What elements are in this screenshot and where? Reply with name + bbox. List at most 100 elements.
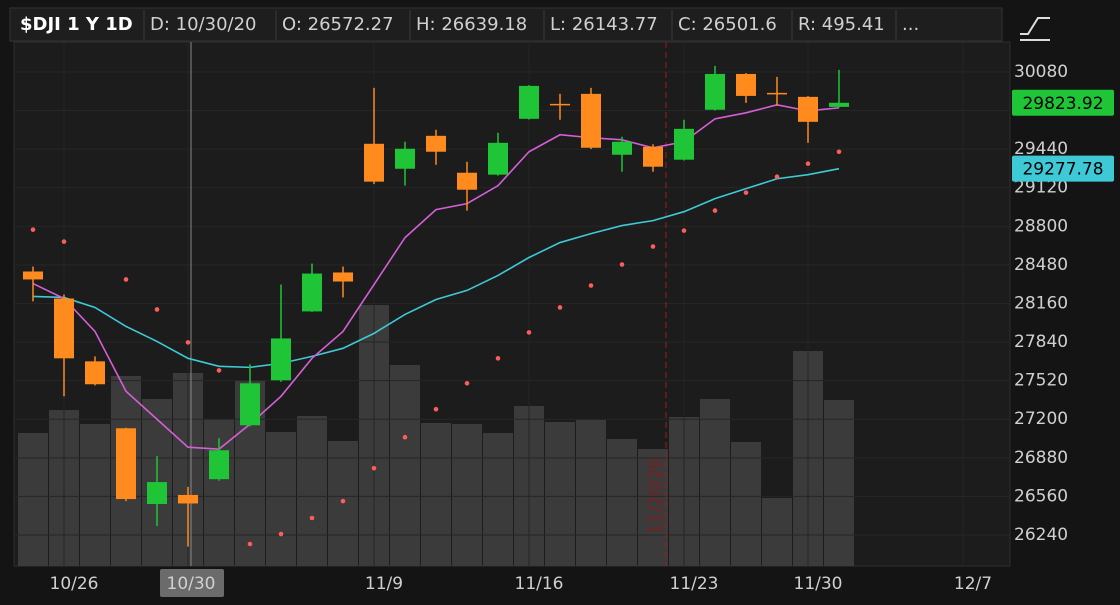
sar-dot	[216, 368, 222, 373]
candle-body	[798, 96, 818, 122]
sar-dot	[433, 406, 439, 412]
header-item: ...	[902, 14, 919, 35]
y-tick-label: 29120	[1014, 178, 1068, 198]
volume-layer	[18, 305, 854, 566]
volume-bar	[390, 365, 420, 566]
y-tick-label: 26880	[1014, 448, 1068, 468]
volume-bar	[731, 442, 761, 566]
candle-body	[23, 271, 43, 280]
sar-dot	[309, 515, 315, 521]
y-tick-label: 26240	[1014, 525, 1068, 545]
sar-dot	[588, 283, 594, 288]
sar-dot	[247, 541, 253, 547]
marker-label: 11/20/20	[646, 458, 666, 534]
candle-body	[147, 482, 167, 505]
x-tick-label: 11/16	[515, 574, 564, 594]
candle-body	[767, 92, 787, 95]
y-tick-label: 27840	[1014, 332, 1068, 352]
candle-body	[333, 272, 353, 282]
volume-bar	[545, 422, 575, 566]
candle-body	[643, 146, 663, 167]
candle-body	[457, 172, 477, 190]
candle-body	[302, 273, 322, 312]
candle-body	[488, 142, 508, 175]
average-price-tag-box	[1012, 155, 1114, 182]
sar-dot	[619, 262, 625, 267]
y-tick-label: 29440	[1014, 139, 1068, 159]
header-item: O: 26572.27	[282, 14, 394, 35]
sar-dot	[836, 149, 842, 155]
header-item: D: 10/30/20	[150, 14, 257, 35]
average-price-tag: 29277.78	[1022, 160, 1103, 180]
x-tick-label: 11/9	[365, 574, 403, 594]
y-tick-label: 27200	[1014, 409, 1068, 429]
volume-bar	[452, 424, 482, 566]
y-tick-label: 30080	[1014, 62, 1068, 82]
candle-body	[116, 428, 136, 500]
cursor-x-label: 10/30	[167, 574, 216, 594]
x-tick-label: 11/30	[794, 574, 843, 594]
volume-bar	[297, 416, 327, 566]
candle-body	[240, 383, 260, 426]
header-item: H: 26639.18	[416, 14, 527, 35]
chart-style-icon[interactable]	[1016, 10, 1052, 41]
candle-body	[612, 141, 632, 155]
sar-dot	[61, 239, 67, 244]
candle-body	[829, 102, 849, 107]
y-tick-label: 27520	[1014, 371, 1068, 391]
sar-dot	[681, 228, 687, 233]
volume-bar	[80, 424, 110, 566]
sar-dot	[805, 161, 811, 166]
header-item: R: 495.41	[798, 14, 885, 35]
candle-body	[54, 298, 74, 359]
candle-body	[426, 135, 446, 152]
chart-title: $DJI 1 Y 1D	[20, 14, 133, 35]
header-item: C: 26501.6	[678, 14, 777, 35]
candle-body	[674, 128, 694, 160]
candle-body	[178, 494, 198, 504]
y-tick-label: 28800	[1014, 216, 1068, 236]
sar-dot	[495, 356, 501, 361]
sar-dot	[278, 531, 284, 537]
header-item: L: 26143.77	[550, 14, 658, 35]
candle-body	[209, 450, 229, 480]
volume-bar	[18, 433, 48, 566]
y-tick-label: 28160	[1014, 293, 1068, 313]
volume-bar	[638, 449, 668, 566]
volume-bar	[762, 498, 792, 566]
candle-body	[364, 143, 384, 182]
cursor-label-box	[160, 569, 224, 597]
sar-dot	[402, 434, 408, 440]
y-tick-label: 28480	[1014, 255, 1068, 275]
volume-bar	[266, 432, 296, 566]
sar-dot	[340, 498, 346, 504]
candle-body	[271, 338, 291, 381]
volume-bar	[421, 423, 451, 566]
x-tick-label: 10/26	[50, 574, 99, 594]
volume-bar	[824, 400, 854, 566]
moving-average-line	[32, 167, 840, 369]
candle-body	[519, 85, 539, 119]
sar-dot	[30, 227, 36, 232]
volume-bar	[483, 433, 513, 566]
sar-dot	[712, 208, 718, 213]
candle-body	[85, 361, 105, 385]
candle-body	[395, 148, 415, 169]
candle-body	[736, 73, 756, 96]
header-bar	[9, 7, 1003, 42]
sar-dot	[185, 340, 191, 345]
sar-dot	[371, 465, 377, 471]
icon-glyph	[1020, 17, 1050, 41]
last-price-tag: 29823.92	[1022, 94, 1103, 114]
moving-average-line	[32, 104, 840, 450]
sar-dot	[526, 330, 532, 335]
candle-body	[550, 103, 570, 106]
volume-bar	[607, 439, 637, 566]
sar-dot	[123, 277, 129, 282]
sar-dot	[774, 174, 780, 180]
candle-body	[581, 93, 601, 148]
y-tick-label: 26560	[1014, 486, 1068, 506]
volume-bar	[700, 399, 730, 566]
